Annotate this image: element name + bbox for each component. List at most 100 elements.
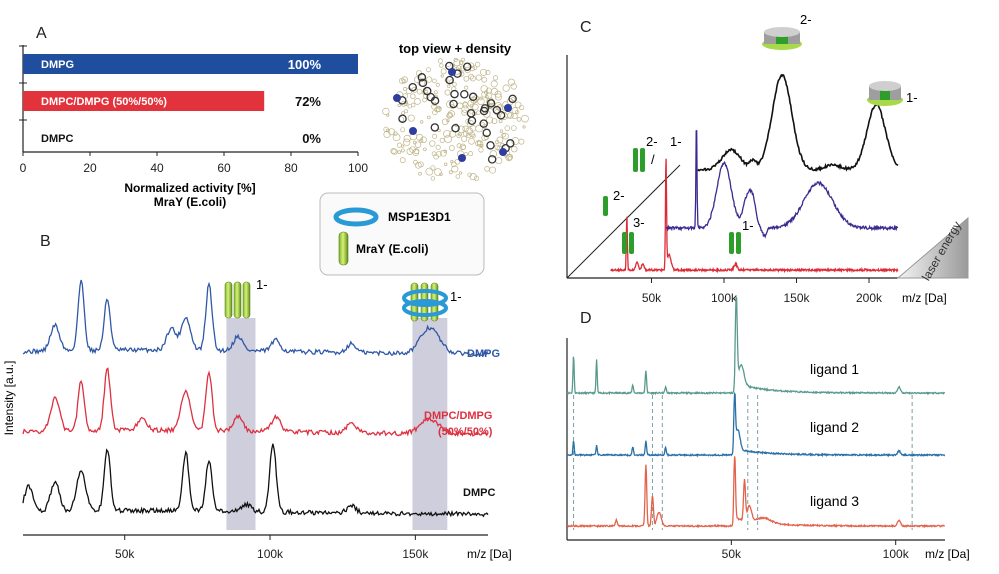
panel-c: C 50k 100k 150k 200k m/z [Da] laser energy … [566,12,969,305]
density-blob [443,149,448,154]
d-x-label: m/z [Da] [925,547,970,561]
c-label-dimer-charge: 2- [800,12,812,27]
legend-msp-label: MSP1E3D1 [388,210,451,224]
density-blob [443,130,451,138]
density-blob [461,135,468,142]
density-blob [413,148,420,155]
a-x-tick-label-5: 100 [348,161,368,175]
b-legend-dmpg: DMPG [467,348,500,360]
density-blob [504,125,511,131]
density-blob [468,73,474,80]
b-y-label: Intensity [a.u.] [2,361,16,436]
density-blob [435,82,440,87]
density-blob [439,172,443,177]
density-blob [399,157,406,164]
d-x-tick-label-0: 50k [722,547,742,561]
density-blob [383,130,391,138]
highlight-blob-0 [393,94,401,102]
top-view-inset: top view + density [382,41,529,181]
density-blob [454,158,461,165]
helix-ring [492,105,502,115]
density-blob [434,168,442,176]
panel-d: D 50k 100k m/z [Da] ligand 1 ligand 2 lig… [566,296,970,561]
b-x-tick-label-0: 50k [115,547,135,561]
density-blob [521,114,529,123]
d-series-line-1 [566,391,946,458]
density-blob [492,75,499,81]
density-blob [446,112,453,119]
density-blob [401,76,409,84]
density-blob [407,114,415,122]
density-blob [443,162,448,167]
c-label-b2: 2- [646,134,658,149]
helix-ring [482,128,491,138]
b-charge-label-1: 1- [256,277,268,292]
d-legend-ligand-3: ligand 3 [810,493,859,509]
density-blob [396,142,402,148]
density-blob [459,60,464,65]
density-blob [440,68,447,75]
density-blob [476,140,482,145]
density-blob [413,159,418,165]
density-blob [413,140,417,145]
density-blob [437,105,441,110]
nanodisc-icon [402,282,448,322]
density-blob [507,78,515,86]
a-x-ticks: 0 20 40 60 80 100 [20,152,368,175]
helix-ring [408,82,417,92]
helix-ring [422,86,432,96]
density-blob [420,120,424,124]
d-legend-ligand-1: ligand 1 [810,361,859,377]
helix-ring [480,104,490,113]
density-blob [499,129,504,133]
b-series-line-0 [22,279,489,358]
helix-ring [449,99,458,109]
helix-ring [486,141,495,150]
b-series [22,279,489,518]
density-blob [410,102,416,108]
density-blob [417,161,424,168]
density-blob [422,89,429,96]
density-blob [498,119,503,124]
density-blob [390,147,397,154]
nanodisc-dimer-icon [762,27,802,50]
density-blob [490,80,498,88]
density-blob [462,130,469,137]
density-blob [403,134,411,143]
density-blob [511,145,518,153]
a-category-label-2: DMPC [41,133,73,145]
mray-dimer-icon [224,281,251,319]
c-series [610,73,899,274]
density-blob [426,67,431,73]
density-blob [455,174,461,179]
density-blob [474,61,481,68]
density-blob [446,100,454,109]
density-blob [469,131,475,138]
density-blob [502,132,509,140]
c-x-tick-label-2: 150k [783,291,810,305]
panel-b: B 50k 100k 150k m/z [Da] Intensity [a.u.] … [2,233,512,561]
a-x-tick-label-4: 80 [284,161,298,175]
density-blob [448,170,453,175]
panel-a-letter: A [36,25,47,42]
density-blob [448,145,455,151]
density-blob [491,118,498,125]
density-blob [494,90,502,98]
c-series-line-red [610,158,899,274]
density-blob [484,166,490,172]
d-x-ticks: 50k 100k [722,540,910,561]
panel-d-letter: D [580,310,592,327]
helix-ring [479,119,488,128]
c-diagonal [566,164,681,279]
density-blob [472,103,479,111]
a-category-label-0: DMPG [41,59,74,71]
density-blob [468,137,475,145]
density-blob [486,116,494,124]
d-series-line-2 [566,456,945,529]
density-blob [414,161,422,169]
laser-energy-wedge [896,216,969,279]
density-blob [485,70,491,75]
b-legend-mix-2: (50%/50%) [438,426,493,438]
density-blob [519,104,525,111]
c-label-monomer-charge: 1- [906,90,918,105]
